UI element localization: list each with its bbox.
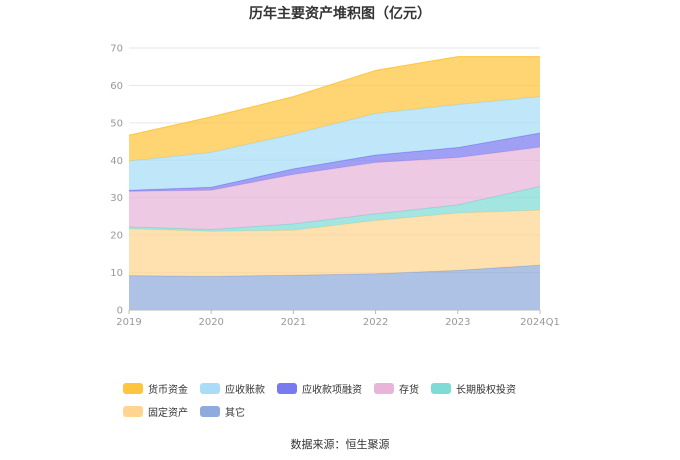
legend-item[interactable]: 长期股权投资 xyxy=(431,382,516,396)
legend-label: 固定资产 xyxy=(148,408,188,419)
legend-item[interactable]: 货币资金 xyxy=(123,382,188,396)
x-tick-label: 2021 xyxy=(281,317,306,328)
y-tick-label: 0 xyxy=(117,306,123,317)
series-edge-line xyxy=(128,185,541,231)
legend-swatch xyxy=(123,383,143,394)
data-source-note: 数据来源：恒生聚源 xyxy=(290,438,390,451)
legend-swatch xyxy=(277,383,297,394)
area-layer xyxy=(128,56,541,310)
legend-label: 其它 xyxy=(225,408,245,419)
legend: 货币资金 应收账款 应收款项融资 存货 长期股权投资固定资产 其它 xyxy=(123,379,593,425)
x-tick-label: 2022 xyxy=(363,317,388,328)
y-tick-label: 40 xyxy=(110,156,123,167)
legend-label: 货币资金 xyxy=(148,385,188,396)
legend-item[interactable]: 存货 xyxy=(374,382,419,396)
area-series[interactable] xyxy=(129,96,540,191)
y-tick-label: 30 xyxy=(110,193,123,204)
legend-label: 长期股权投资 xyxy=(456,385,516,396)
legend-label: 应收款项融资 xyxy=(302,385,362,396)
legend-swatch xyxy=(200,383,220,394)
area-series[interactable] xyxy=(129,186,540,232)
axis-layer: 0 10 20 30 40 50 60 70 2019 2020 2021 2022 2023 2024Q… xyxy=(110,44,560,329)
series-edge-line xyxy=(128,209,541,232)
series-edge-line xyxy=(128,56,540,136)
legend-swatch xyxy=(374,383,394,394)
chart-title: 历年主要资产堆积图（亿元） xyxy=(249,6,431,22)
legend-swatch xyxy=(123,406,143,417)
legend-label: 应收账款 xyxy=(225,385,265,396)
y-tick-label: 50 xyxy=(110,118,123,129)
legend-swatch xyxy=(431,383,451,394)
legend-label: 存货 xyxy=(399,385,419,396)
y-tick-label: 60 xyxy=(110,81,123,92)
area-series[interactable] xyxy=(129,147,540,230)
x-tick-label: 2020 xyxy=(198,317,223,328)
legend-item[interactable]: 其它 xyxy=(200,405,245,419)
area-series[interactable] xyxy=(129,210,540,277)
x-tick-label: 2019 xyxy=(116,317,141,328)
x-tick-label: 2024Q1 xyxy=(520,317,560,328)
y-tick-label: 70 xyxy=(110,44,123,55)
area-series[interactable] xyxy=(129,56,540,162)
legend-swatch xyxy=(200,406,220,417)
y-tick-label: 20 xyxy=(110,231,123,242)
x-tick-label: 2023 xyxy=(445,317,470,328)
legend-item[interactable]: 应收款项融资 xyxy=(277,382,362,396)
legend-item[interactable]: 固定资产 xyxy=(123,405,188,419)
legend-item[interactable]: 应收账款 xyxy=(200,382,265,396)
y-tick-label: 10 xyxy=(110,268,123,279)
